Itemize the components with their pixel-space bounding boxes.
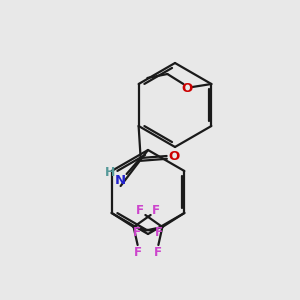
Text: N: N [115,175,126,188]
Text: O: O [168,149,179,163]
Text: H: H [104,167,115,179]
Text: O: O [182,82,193,94]
Text: F: F [152,205,160,218]
Text: F: F [134,226,141,239]
Text: F: F [154,245,162,259]
Text: F: F [136,205,144,218]
Text: F: F [154,226,163,239]
Text: F: F [134,245,142,259]
